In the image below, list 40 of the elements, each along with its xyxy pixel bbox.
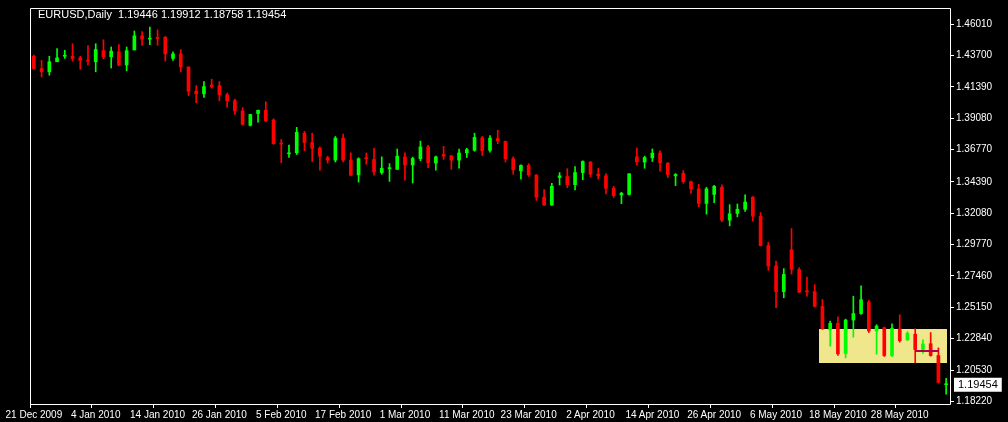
candlestick: [596, 167, 601, 180]
x-tick-label: 17 Feb 2010: [315, 408, 372, 420]
candlestick: [62, 49, 67, 59]
candlestick: [78, 55, 83, 70]
x-tick-label: 28 May 2010: [870, 408, 930, 420]
x-tick-label: 14 Jan 2010: [130, 408, 186, 420]
text: 1.19454: [958, 377, 998, 390]
y-tick-label: 1.43700: [956, 49, 993, 61]
candlestick: [310, 132, 315, 162]
x-tick-label: 21 Dec 2009: [5, 408, 63, 420]
y-tick-label: 1.27460: [956, 269, 993, 281]
candlestick: [194, 85, 199, 103]
y-tick-label: 1.20530: [956, 363, 993, 375]
x-tick-label: 23 Mar 2010: [500, 408, 558, 420]
y-tick-label: 1.39080: [956, 111, 993, 123]
x-tick-label: 4 Jan 2010: [70, 408, 121, 420]
y-tick-label: 1.29770: [956, 238, 993, 250]
y-tick-label: 1.18220: [956, 395, 993, 407]
x-tick-label: 18 May 2010: [808, 408, 868, 420]
x-tick-label: 6 May 2010: [749, 408, 803, 420]
y-tick-label: 1.36770: [956, 143, 993, 155]
candlestick: [209, 78, 214, 89]
x-tick-label: 5 Feb 2010: [255, 408, 307, 420]
x-tick-label: 26 Jan 2010: [191, 408, 248, 420]
x-tick-label: 2 Apr 2010: [566, 408, 616, 420]
candlestick: [495, 129, 500, 144]
candlestick: [805, 276, 809, 297]
x-tick-label: 11 Mar 2010: [439, 408, 495, 420]
y-tick-label: 1.32080: [956, 206, 993, 218]
y-tick-label: 1.41390: [956, 80, 993, 92]
candlestick: [944, 378, 948, 395]
y-tick-label: 1.25150: [956, 301, 993, 313]
chart-title: EURUSD,Daily 1.19446 1.19912 1.18758 1.19454: [38, 8, 287, 20]
y-tick-label: 1.46010: [956, 17, 993, 29]
y-tick-label: 1.22840: [956, 332, 993, 344]
x-tick-label: 14 Apr 2010: [625, 408, 680, 420]
x-tick-label: 1 Mar 2010: [379, 408, 431, 420]
y-tick-label: 1.34390: [956, 175, 993, 187]
x-tick-label: 26 Apr 2010: [687, 408, 742, 420]
candlestick: [364, 152, 369, 165]
